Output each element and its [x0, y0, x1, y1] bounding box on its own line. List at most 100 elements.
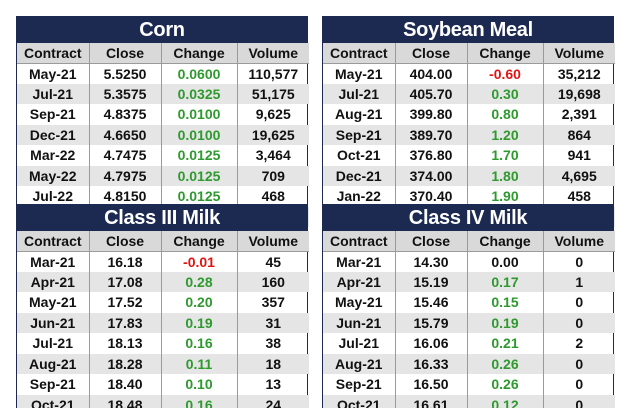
change-cell: 0.28 [161, 271, 238, 292]
contract-cell: Dec-21 [17, 124, 90, 145]
table-row: Dec-21 4.6650 0.0100 19,625 [17, 124, 309, 145]
header-row: Contract Close Change Volume [323, 43, 615, 64]
header-row: Contract Close Change Volume [17, 231, 309, 252]
close-cell: 16.06 [395, 333, 468, 354]
table-row: Jul-21 18.13 0.16 38 [17, 333, 309, 354]
table-row: May-21 15.46 0.15 0 [323, 292, 615, 313]
volume-cell: 38 [265, 335, 282, 352]
change-cell: 0.30 [467, 83, 544, 104]
volume-cell: 31 [237, 312, 309, 333]
contract-cell: May-21 [323, 292, 396, 313]
futures-table: Contract Close Change Volume May-21 404.0… [323, 43, 615, 227]
table-row: May-22 4.7975 0.0125 709 [17, 165, 309, 186]
close-cell: 370.40 [395, 186, 468, 207]
close-header: Close [89, 231, 162, 252]
volume-cell: 0 [543, 353, 615, 374]
futures-table: Contract Close Change Volume Mar-21 16.18… [17, 231, 309, 408]
close-cell: 18.28 [89, 353, 162, 374]
volume-cell: 0 [543, 312, 615, 333]
panel-title: Corn [17, 17, 307, 43]
contract-cell: Sep-21 [17, 374, 90, 395]
contract-cell: Aug-21 [323, 104, 396, 125]
close-header: Close [89, 43, 162, 64]
volume-cell: 2 [575, 335, 584, 352]
close-cell: 4.7975 [89, 165, 162, 186]
volume-cell: 864 [543, 124, 615, 145]
table-row: Aug-21 399.80 0.80 2,391 [323, 104, 615, 125]
table-row: Sep-21 18.40 0.10 13 [17, 374, 309, 395]
volume-cell: 160 [237, 271, 309, 292]
contract-cell: Jun-21 [323, 312, 396, 333]
volume-cell: 45 [265, 253, 282, 270]
change-cell: 0.21 [467, 333, 544, 354]
table-row: Apr-21 17.08 0.28 160 [17, 271, 309, 292]
volume-cell: 24 [237, 394, 309, 408]
close-cell: 15.79 [395, 312, 468, 333]
volume-cell: 35,212 [557, 65, 601, 82]
table-row: May-21 5.5250 0.0600 110,577 [17, 63, 309, 84]
volume-cell: 4,695 [543, 165, 615, 186]
change-cell: 1.80 [467, 165, 544, 186]
table-row: Dec-21 374.00 1.80 4,695 [323, 165, 615, 186]
close-cell: 18.40 [89, 374, 162, 395]
table-row: Jun-21 17.83 0.19 31 [17, 312, 309, 333]
contract-header: Contract [17, 231, 90, 252]
table-row: Mar-21 16.18 -0.01 45 [17, 251, 309, 272]
table-row: Jul-21 5.3575 0.0325 51,175 [17, 83, 309, 104]
contract-cell: Sep-21 [323, 124, 396, 145]
contract-header: Contract [323, 231, 396, 252]
volume-cell: 19,625 [237, 124, 309, 145]
contract-cell: May-21 [17, 63, 90, 84]
close-cell: 389.70 [395, 124, 468, 145]
close-cell: 16.50 [395, 374, 468, 395]
contract-cell: Jul-21 [323, 333, 396, 354]
change-cell: 0.26 [467, 353, 544, 374]
contract-header: Contract [17, 43, 90, 64]
change-cell: 0.12 [467, 394, 544, 408]
change-cell: 0.0125 [161, 165, 238, 186]
table-row: Jul-21 16.06 0.21 2 [323, 333, 615, 354]
close-cell: 16.61 [395, 394, 468, 408]
table-row: Sep-21 389.70 1.20 864 [323, 124, 615, 145]
volume-cell: 0 [575, 294, 584, 311]
panel-title: Class IV Milk [323, 205, 613, 231]
contract-cell: Jul-21 [323, 83, 396, 104]
futures-table: Contract Close Change Volume May-21 5.525… [17, 43, 309, 227]
change-cell: 0.15 [467, 292, 544, 313]
volume-cell: 13 [265, 376, 282, 393]
change-cell: 0.0325 [161, 83, 238, 104]
change-header: Change [467, 43, 544, 64]
contract-cell: Mar-21 [323, 251, 396, 272]
table-row: Sep-21 16.50 0.26 0 [323, 374, 615, 395]
change-cell: 0.10 [161, 374, 238, 395]
contract-cell: Mar-21 [17, 251, 90, 272]
change-cell: 0.26 [467, 374, 544, 395]
volume-header: Volume [543, 231, 615, 252]
class-iii-milk-table-panel: Class III Milk Contract Close Change Vol… [16, 204, 309, 408]
change-header: Change [161, 231, 238, 252]
table-row: May-21 404.00 -0.60 35,212 [323, 63, 615, 84]
change-cell: 0.0100 [161, 104, 238, 125]
close-cell: 4.8375 [89, 104, 162, 125]
change-header: Change [467, 231, 544, 252]
header-row: Contract Close Change Volume [323, 231, 615, 252]
contract-cell: Oct-21 [323, 145, 396, 166]
change-cell: -0.60 [467, 63, 544, 84]
contract-cell: May-21 [17, 292, 90, 313]
volume-cell: 468 [261, 188, 285, 205]
table-row: Aug-21 18.28 0.11 18 [17, 353, 309, 374]
change-cell: 0.16 [161, 333, 238, 354]
volume-cell: 0 [575, 376, 584, 393]
change-cell: 0.80 [467, 104, 544, 125]
close-cell: 4.8150 [89, 186, 162, 207]
volume-header: Volume [237, 231, 309, 252]
change-cell: 1.20 [467, 124, 544, 145]
close-cell: 17.08 [89, 271, 162, 292]
volume-cell: 0 [575, 253, 584, 270]
volume-cell: 2,391 [561, 106, 597, 123]
volume-header: Volume [237, 43, 309, 64]
table-row: Sep-21 4.8375 0.0100 9,625 [17, 104, 309, 125]
close-cell: 18.48 [89, 394, 162, 408]
change-cell: 0.17 [467, 271, 544, 292]
volume-cell: 19,698 [543, 83, 615, 104]
